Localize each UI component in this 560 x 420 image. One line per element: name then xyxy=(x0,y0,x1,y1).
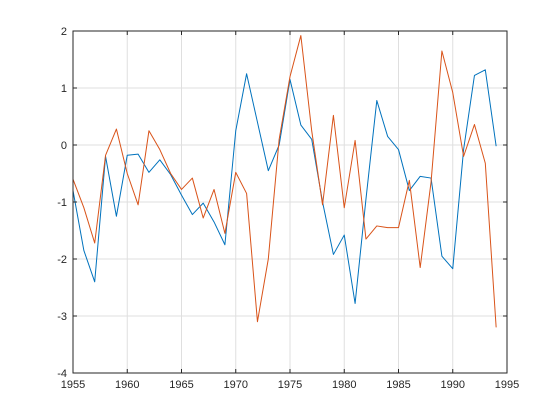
x-tick-labels: 1955 1960 1965 1970 1975 1980 1985 1990 1995 xyxy=(61,379,519,391)
series-line-2 xyxy=(72,35,497,328)
y-tick-label: -4 xyxy=(57,368,67,380)
y-tick-label: 1 xyxy=(61,83,67,95)
x-tick-label: 1995 xyxy=(495,379,519,391)
y-tick-labels: -4 -3 -2 -1 0 1 2 xyxy=(57,26,67,380)
x-tick-label: 1955 xyxy=(61,379,85,391)
x-tick-label: 1985 xyxy=(386,379,410,391)
x-tick-label: 1975 xyxy=(278,379,302,391)
tick-marks xyxy=(72,30,508,374)
x-tick-label: 1990 xyxy=(441,379,465,391)
plot-area: 1955 1960 1965 1970 1975 1980 1985 1990 1995 -4-… xyxy=(57,26,519,391)
y-tick-label: -3 xyxy=(57,311,67,323)
series-line-1 xyxy=(72,69,497,304)
y-tick-label: -2 xyxy=(57,254,67,266)
x-tick-label: 1960 xyxy=(115,379,139,391)
x-tick-label: 1970 xyxy=(224,379,248,391)
x-tick-label: 1965 xyxy=(169,379,193,391)
x-tick-label: 1980 xyxy=(332,379,356,391)
grid-lines xyxy=(73,31,507,373)
y-tick-label: 2 xyxy=(61,26,67,38)
y-tick-label: -1 xyxy=(57,197,67,209)
y-tick-label: 0 xyxy=(61,140,67,152)
series-lines xyxy=(72,35,497,328)
